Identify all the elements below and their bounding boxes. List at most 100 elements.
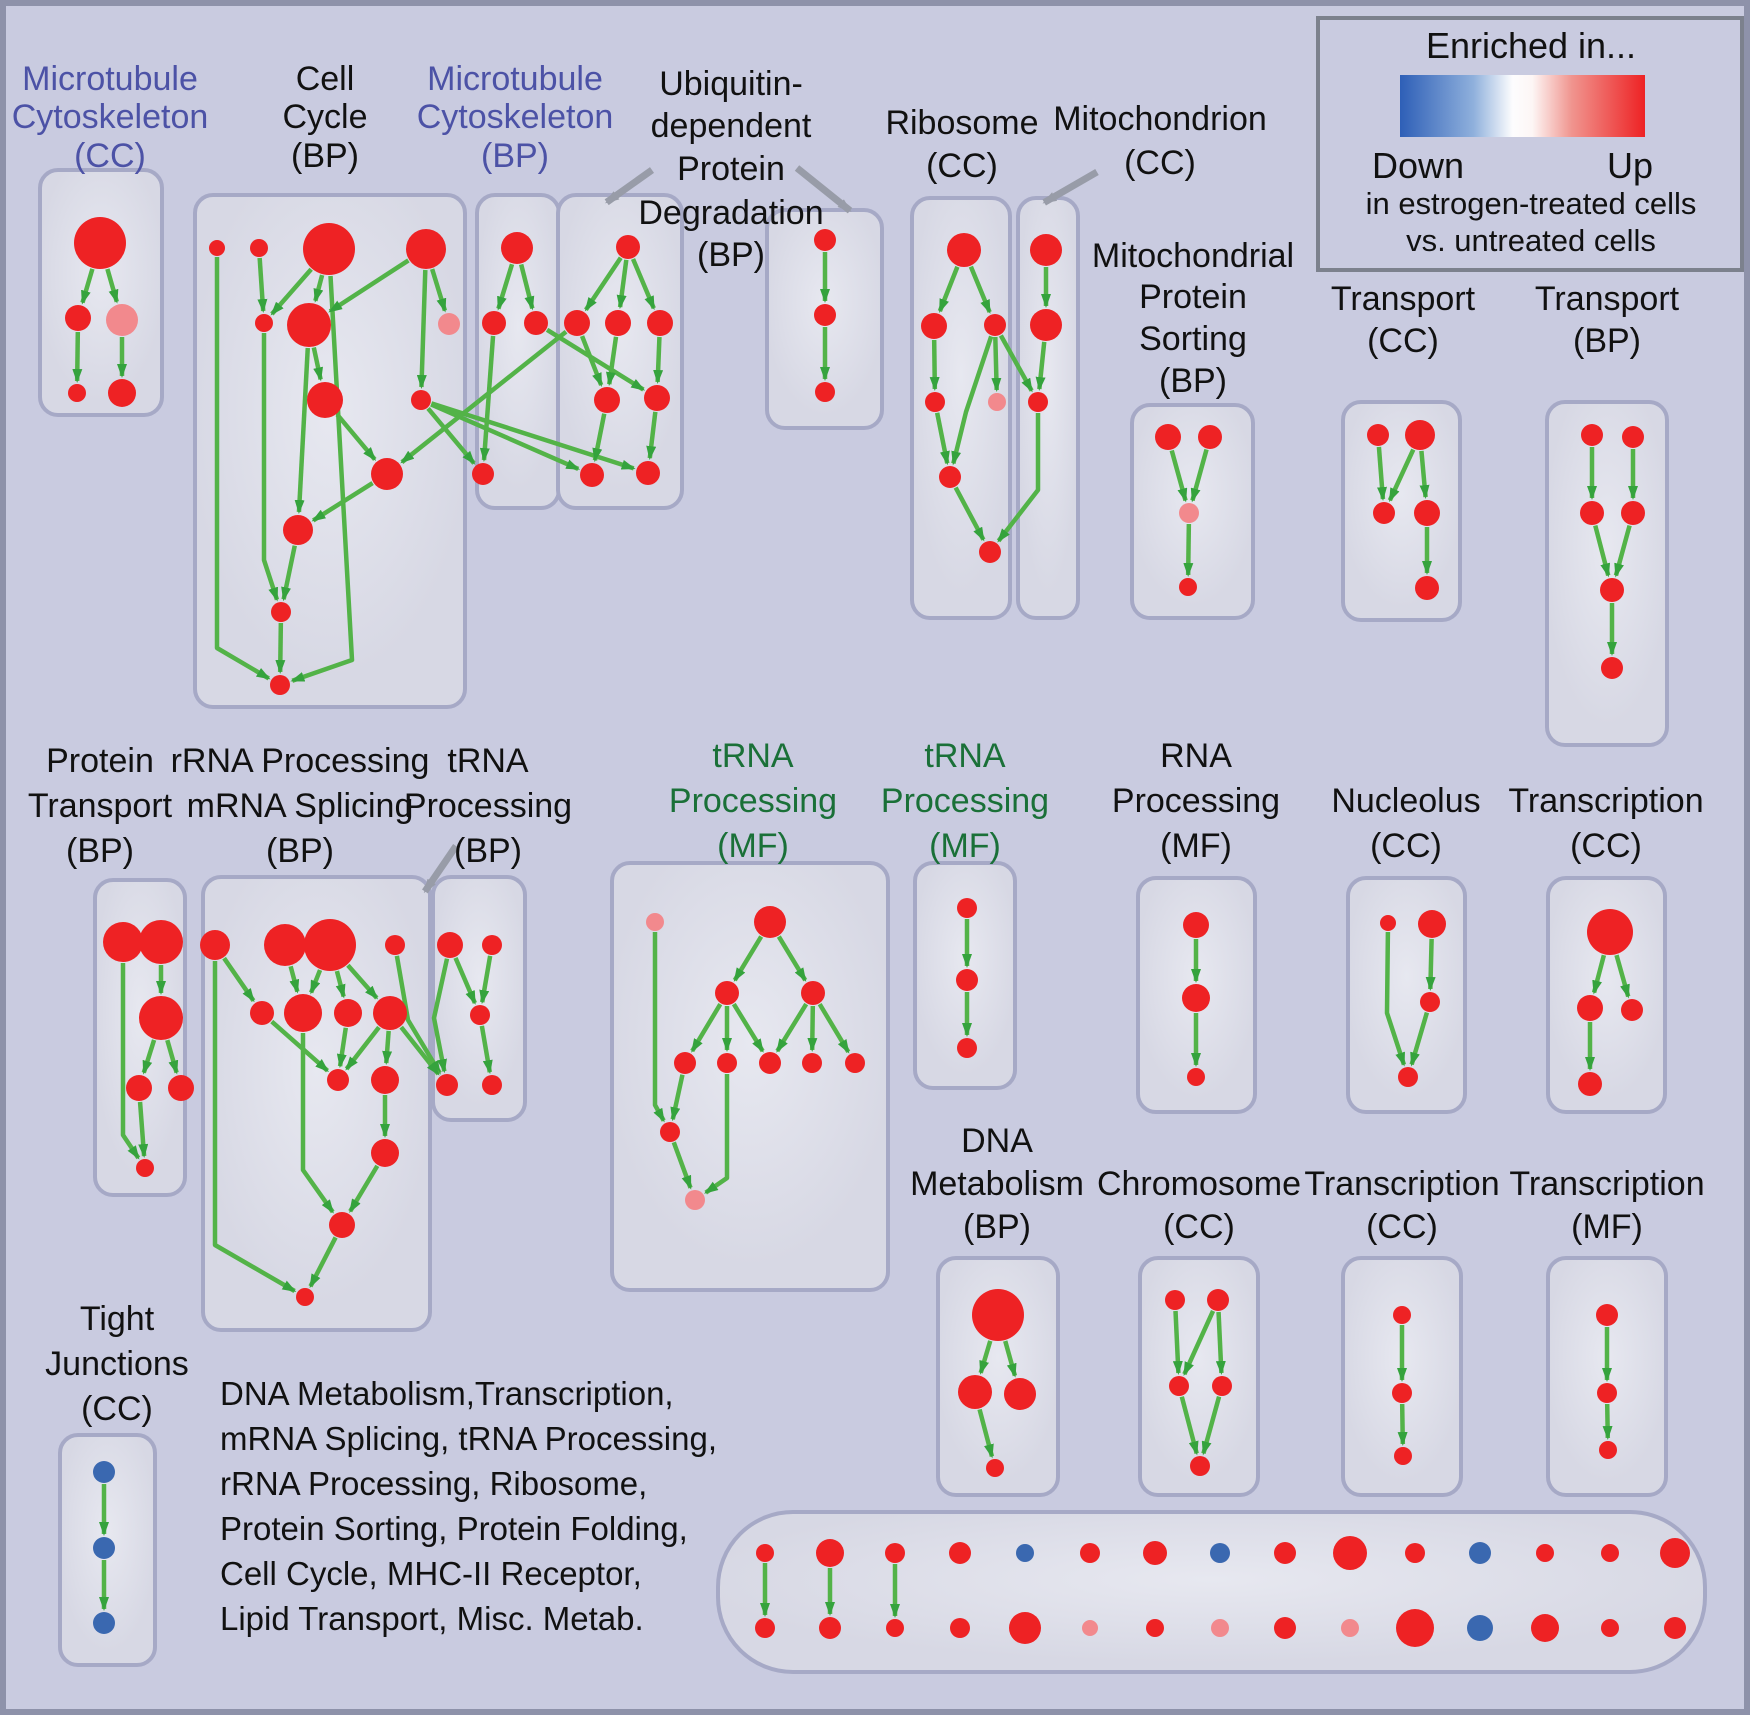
group-label: (CC) bbox=[1367, 322, 1439, 360]
group-label: Degradation bbox=[638, 194, 823, 232]
misc-terms-text: Lipid Transport, Misc. Metab. bbox=[220, 1600, 644, 1637]
group-label: (BP) bbox=[481, 137, 549, 175]
go-term-node bbox=[250, 1001, 274, 1025]
go-term-node bbox=[411, 390, 431, 410]
enrichment-edge bbox=[977, 1408, 995, 1459]
go-term-node bbox=[1597, 1383, 1617, 1403]
go-term-node bbox=[1211, 1619, 1229, 1637]
group-label: Cytoskeleton bbox=[417, 98, 614, 136]
enrichment-edge bbox=[652, 932, 666, 1123]
group-label: (MF) bbox=[929, 827, 1001, 865]
enrichment-edge bbox=[968, 265, 992, 314]
misc-terms-text: mRNA Splicing, tRNA Processing, bbox=[220, 1420, 717, 1457]
enrichment-edge bbox=[400, 329, 568, 464]
group-label: (MF) bbox=[1571, 1208, 1643, 1246]
go-term-node bbox=[371, 1066, 399, 1094]
group-label: DNA bbox=[961, 1122, 1033, 1160]
group-box-chromosome bbox=[1138, 1256, 1260, 1497]
go-term-node bbox=[580, 463, 604, 487]
go-term-node bbox=[126, 1075, 152, 1101]
group-label: (BP) bbox=[963, 1208, 1031, 1246]
go-term-node bbox=[1536, 1544, 1554, 1562]
group-label: Processing bbox=[669, 782, 837, 820]
group-label: (CC) bbox=[1570, 827, 1642, 865]
group-label: Nucleolus bbox=[1331, 782, 1480, 820]
group-label: (BP) bbox=[697, 236, 765, 274]
group-label: dependent bbox=[651, 107, 812, 145]
enrichment-edge bbox=[1384, 931, 1407, 1067]
go-term-node bbox=[819, 1617, 841, 1639]
go-term-node bbox=[885, 1543, 905, 1563]
group-label: tRNA bbox=[924, 737, 1006, 775]
legend-color-scale bbox=[1400, 75, 1645, 137]
enrichment-edge bbox=[776, 935, 808, 982]
go-term-node bbox=[93, 1612, 115, 1634]
go-term-node bbox=[845, 1053, 865, 1073]
legend-up-label: Up bbox=[1607, 145, 1653, 186]
go-term-node bbox=[1146, 1619, 1164, 1637]
go-term-node bbox=[1341, 1619, 1359, 1637]
go-term-node bbox=[1187, 1068, 1205, 1086]
enrichment-edge bbox=[416, 269, 428, 390]
go-term-node bbox=[816, 1539, 844, 1567]
enrichment-edge bbox=[212, 961, 297, 1293]
enrichment-edge bbox=[382, 1030, 393, 1066]
enrichment-edge bbox=[1387, 448, 1416, 503]
enrichment-edge bbox=[731, 1002, 765, 1053]
enrichment-edge bbox=[80, 268, 95, 305]
enrichment-edge bbox=[616, 259, 629, 310]
go-term-node bbox=[1415, 576, 1439, 600]
group-label: Microtubule bbox=[22, 60, 198, 98]
enrichment-edge bbox=[1172, 1310, 1183, 1376]
group-label: (CC) bbox=[1124, 144, 1196, 182]
go-term-node bbox=[1392, 1383, 1412, 1403]
enrichment-edge bbox=[294, 347, 311, 515]
group-label: Transcription bbox=[1304, 1165, 1499, 1203]
go-term-node bbox=[1578, 1072, 1602, 1096]
enrichment-edge bbox=[794, 165, 853, 214]
go-term-node bbox=[925, 392, 945, 412]
go-term-node bbox=[437, 932, 463, 958]
go-term-node bbox=[1664, 1617, 1686, 1639]
group-label: (BP) bbox=[266, 832, 334, 870]
group-label: Metabolism bbox=[910, 1165, 1084, 1203]
enrichment-edge bbox=[334, 970, 346, 999]
enrichment-edge bbox=[422, 844, 459, 894]
go-term-node bbox=[958, 1375, 992, 1409]
go-term-node bbox=[287, 303, 331, 347]
group-box-nucleartransport bbox=[1341, 400, 1462, 622]
go-term-node bbox=[1601, 1619, 1619, 1637]
go-term-node bbox=[1577, 995, 1603, 1021]
go-term-node bbox=[93, 1537, 115, 1559]
enrichment-edge bbox=[431, 958, 450, 1074]
go-term-node bbox=[1274, 1542, 1296, 1564]
go-term-node bbox=[501, 232, 533, 264]
go-term-node bbox=[986, 1459, 1004, 1477]
go-term-node bbox=[1380, 915, 1396, 931]
go-term-node bbox=[754, 906, 786, 938]
group-label: RNA bbox=[1160, 737, 1232, 775]
group-label: (BP) bbox=[1573, 322, 1641, 360]
legend-title: Enriched in... bbox=[1426, 25, 1636, 66]
enrichment-edge bbox=[426, 406, 476, 465]
group-label: Transport bbox=[1535, 280, 1680, 318]
enrichment-edge bbox=[604, 167, 655, 206]
go-term-node bbox=[647, 310, 673, 336]
group-label: (CC) bbox=[1163, 1208, 1235, 1246]
enrichment-edge bbox=[281, 545, 297, 602]
group-label: Transport bbox=[1331, 280, 1476, 318]
group-label: Tight bbox=[80, 1300, 155, 1338]
go-term-node bbox=[482, 935, 502, 955]
go-term-node bbox=[1212, 1376, 1232, 1396]
go-term-node bbox=[371, 1139, 399, 1167]
enrichment-edge bbox=[704, 1074, 730, 1195]
go-term-node bbox=[1030, 309, 1062, 341]
go-term-node bbox=[65, 305, 91, 331]
enrichment-edge bbox=[1215, 1311, 1226, 1376]
enrichment-edge bbox=[1614, 954, 1631, 999]
go-term-node bbox=[1621, 501, 1645, 525]
go-term-node bbox=[644, 385, 670, 411]
go-term-node bbox=[472, 463, 494, 485]
go-term-node bbox=[685, 1190, 705, 1210]
group-label: mRNA Splicing bbox=[187, 787, 414, 825]
